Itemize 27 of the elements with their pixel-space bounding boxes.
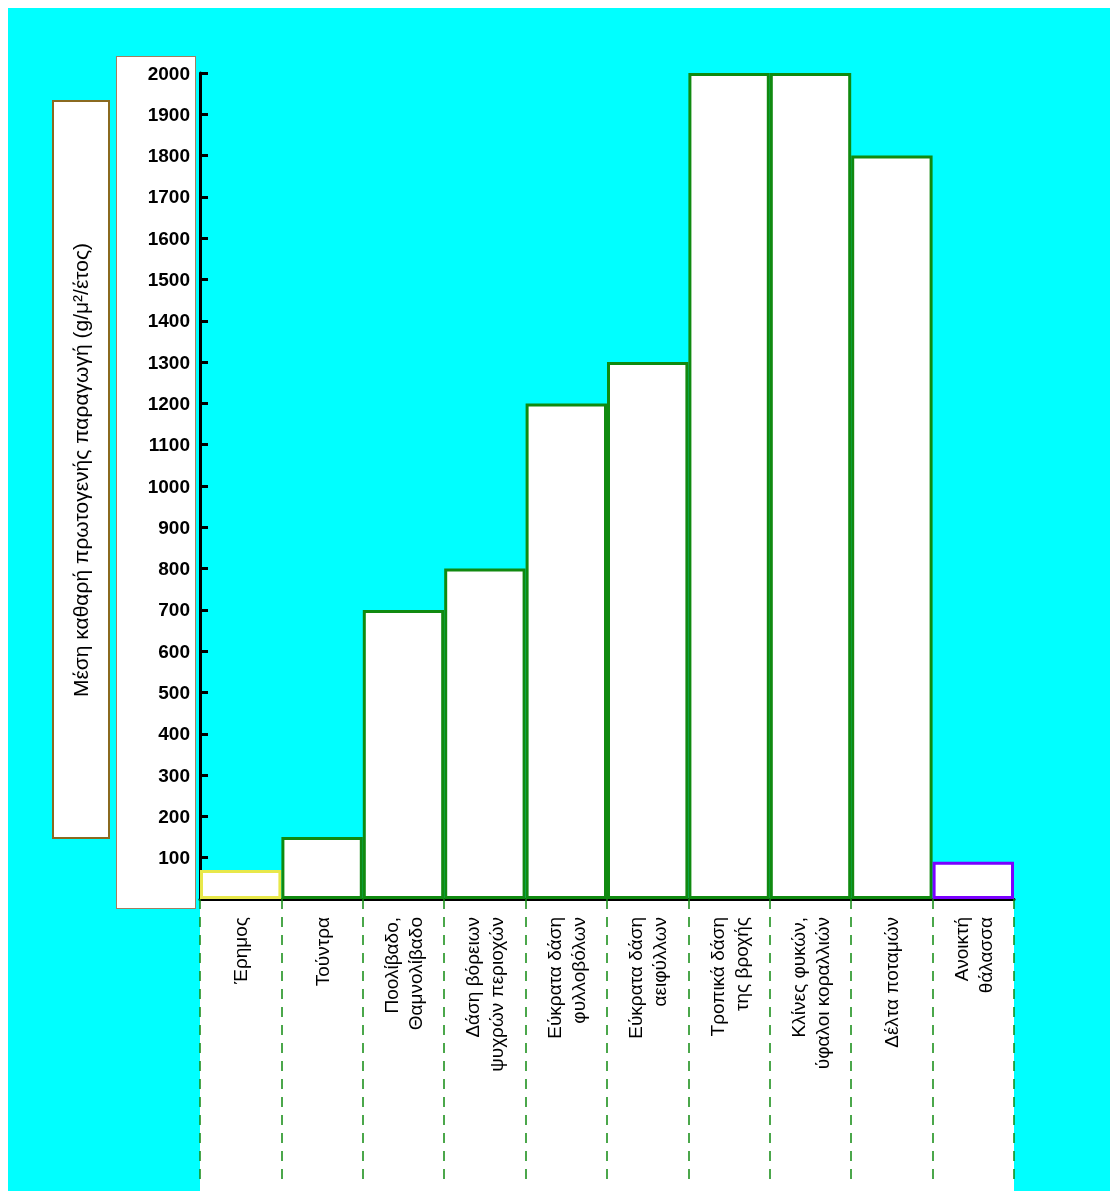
y-tick-label: 900: [158, 516, 190, 538]
y-tick-label: 1800: [147, 145, 190, 167]
y-tick-label: 1100: [148, 434, 190, 456]
y-tick-label: 1600: [147, 227, 190, 249]
x-tick-label: Έρημος: [230, 917, 252, 985]
y-tick-label: 300: [158, 764, 190, 786]
y-tick-label: 200: [158, 805, 190, 827]
x-tick-label: Τούντρα: [311, 916, 333, 987]
y-tick-label: 800: [158, 558, 190, 580]
y-tick-label: 1500: [147, 269, 190, 290]
y-tick-label: 1300: [147, 351, 190, 373]
y-tick-label: 400: [158, 723, 190, 745]
y-tick-label: 100: [158, 847, 190, 869]
y-tick-label: 1900: [147, 103, 190, 125]
y-tick-label: 700: [158, 599, 190, 621]
y-tick-label: 500: [158, 682, 190, 703]
y-tick-label: 1200: [147, 392, 190, 414]
y-tick-label: 1700: [147, 186, 190, 208]
x-tick-label: Ποολίβαδο, Θαμνολίβαδο: [381, 917, 426, 1031]
y-axis-title: Μέση καθαρή πρωτογενής παραγωγή (g/μ²/έτος): [69, 242, 93, 697]
x-tick-label: Δάση βόρειων ψυχρών περιοχών: [462, 917, 508, 1072]
x-tick-label: Ανοικτή θάλασσα: [950, 916, 996, 994]
y-tick-label: 1400: [147, 310, 190, 332]
y-tick-label: 600: [158, 640, 190, 662]
y-tick-label: 1000: [147, 475, 190, 497]
y-tick-label: 2000: [147, 62, 190, 84]
x-tick-label: Δέλτα ποταμών: [881, 917, 903, 1048]
